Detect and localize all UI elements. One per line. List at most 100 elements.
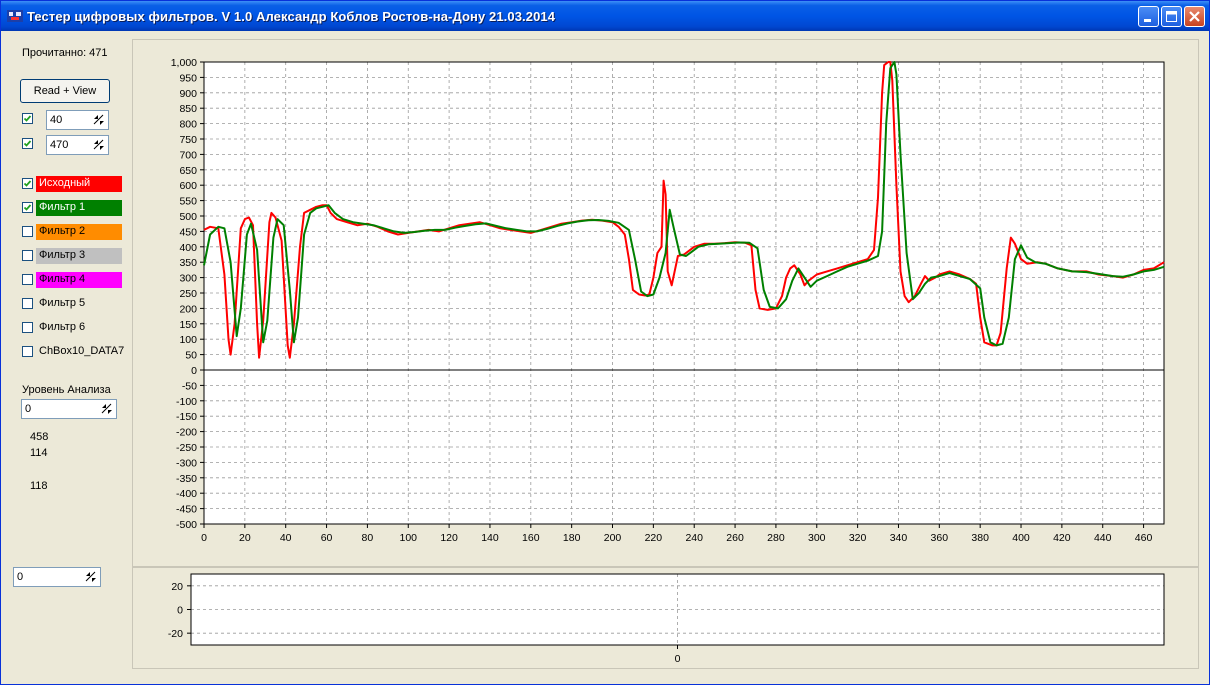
y-tick-label: 1,000 xyxy=(171,57,197,69)
x-tick-label: 0 xyxy=(201,532,207,544)
range-end-value: 470 xyxy=(50,139,69,151)
main-chart-panel: 0 20 40 60 80 100 120 140 160 180 200 220 240 260 280 3… xyxy=(132,39,1199,567)
plot-border xyxy=(203,61,1165,525)
range-end-checkbox[interactable] xyxy=(22,138,33,149)
y-tick-label: -350 xyxy=(176,473,197,485)
filter-checkbox[interactable] xyxy=(22,250,33,261)
x-tick-label: 320 xyxy=(849,532,867,544)
x-tick-label: 460 xyxy=(1135,532,1153,544)
x-tick-label: 400 xyxy=(1012,532,1030,544)
x-tick-label: 100 xyxy=(399,532,417,544)
read-view-button[interactable]: Read + View xyxy=(20,79,110,103)
y-tick-label: 400 xyxy=(179,242,197,254)
filter-checkbox[interactable] xyxy=(22,226,33,237)
filter-color-swatch xyxy=(36,272,122,288)
maximize-button[interactable] xyxy=(1161,6,1182,27)
filter-checkbox[interactable] xyxy=(22,346,33,357)
x-tick-label: 140 xyxy=(481,532,499,544)
filter-label: Фильтр 1 xyxy=(39,201,86,213)
bottom-spinner[interactable]: 0 xyxy=(13,567,101,587)
filter-row-5[interactable]: Фильтр 4 xyxy=(22,272,122,288)
y-tick-label: 700 xyxy=(179,149,197,161)
y-tick-label: 500 xyxy=(179,211,197,223)
close-icon xyxy=(1189,11,1200,22)
x-tick-label: 20 xyxy=(239,532,251,544)
y-tick-label: -300 xyxy=(176,457,197,469)
y-tick-label: 350 xyxy=(179,257,197,269)
title-bar[interactable]: Тестер цифровых фильтров. V 1.0 Александ… xyxy=(1,1,1209,31)
x-tick-label: 200 xyxy=(604,532,622,544)
x-tick-label: 240 xyxy=(685,532,703,544)
filter-label: ChBox10_DATA7 xyxy=(39,345,125,357)
filter-checkbox[interactable] xyxy=(22,202,33,213)
main-chart[interactable]: 0 20 40 60 80 100 120 140 160 180 200 220 240 260 280 3… xyxy=(133,40,1198,566)
x-tick-label: 160 xyxy=(522,532,540,544)
spin-arrows-icon[interactable] xyxy=(91,112,107,128)
x-tick-label: 280 xyxy=(767,532,785,544)
filter-row-1[interactable]: Исходный xyxy=(22,176,122,192)
spin-arrows-icon[interactable] xyxy=(83,569,99,585)
y-tick-label: 650 xyxy=(179,165,197,177)
stat-value-2: 114 xyxy=(30,447,48,459)
y-tick-label: 150 xyxy=(179,319,197,331)
checkmark-icon xyxy=(23,115,32,122)
stat-value-1: 458 xyxy=(30,431,49,443)
x-tick-label: 180 xyxy=(563,532,581,544)
minimize-icon xyxy=(1144,19,1151,22)
y-tick-label: 600 xyxy=(179,180,197,192)
filter-checkbox[interactable] xyxy=(22,298,33,309)
x-tick-label: 80 xyxy=(362,532,374,544)
range-end-spinner[interactable]: 470 xyxy=(46,135,109,155)
y-tick-label: -500 xyxy=(176,519,197,531)
mini-chart-panel: 20 0 -20 0 xyxy=(132,567,1199,669)
filter-checkbox[interactable] xyxy=(22,274,33,285)
x-tick-label: 220 xyxy=(645,532,663,544)
analysis-level-label: Уровень Анализа xyxy=(22,384,111,396)
filter-color-swatch xyxy=(36,224,122,240)
filter-color-swatch xyxy=(36,248,122,264)
mini-x-tick-label: 0 xyxy=(675,653,681,665)
y-tick-label: 800 xyxy=(179,119,197,131)
y-tick-label: -150 xyxy=(176,411,197,423)
y-tick-label: 50 xyxy=(185,350,197,362)
filter-label: Фильтр 2 xyxy=(39,225,86,237)
range-start-checkbox[interactable] xyxy=(22,113,33,124)
filter-label: Фильтр 6 xyxy=(39,321,86,333)
x-tick-label: 340 xyxy=(890,532,908,544)
y-tick-label: 0 xyxy=(191,365,197,377)
y-tick-label: 200 xyxy=(179,303,197,315)
mini-chart[interactable]: 20 0 -20 0 xyxy=(133,568,1198,668)
minimize-button[interactable] xyxy=(1138,6,1159,27)
filter-row-8[interactable]: ChBox10_DATA7 xyxy=(22,344,124,360)
filter-row-3[interactable]: Фильтр 2 xyxy=(22,224,122,240)
series-line-filter-1 xyxy=(203,61,1165,347)
y-tick-label: 100 xyxy=(179,334,197,346)
filter-label: Исходный xyxy=(39,177,91,189)
filter-checkbox[interactable] xyxy=(22,322,33,333)
spin-arrows-icon[interactable] xyxy=(91,137,107,153)
y-tick-label: 250 xyxy=(179,288,197,300)
checkmark-icon xyxy=(23,140,32,147)
close-button[interactable] xyxy=(1184,6,1205,27)
y-tick-label: 450 xyxy=(179,226,197,238)
range-start-spinner[interactable]: 40 xyxy=(46,110,109,130)
checkmark-icon xyxy=(23,180,32,187)
y-tick-label: 300 xyxy=(179,273,197,285)
filter-row-7[interactable]: Фильтр 6 xyxy=(22,320,102,336)
analysis-level-spinner[interactable]: 0 xyxy=(21,399,117,419)
filter-row-6[interactable]: Фильтр 5 xyxy=(22,296,102,312)
x-tick-label: 120 xyxy=(440,532,458,544)
mini-y-tick-label: 20 xyxy=(171,581,183,593)
range-start-value: 40 xyxy=(50,114,63,126)
x-tick-label: 300 xyxy=(808,532,826,544)
x-tick-label: 60 xyxy=(321,532,333,544)
filter-checkbox[interactable] xyxy=(22,178,33,189)
spin-arrows-icon[interactable] xyxy=(99,401,115,417)
x-tick-label: 260 xyxy=(726,532,744,544)
filter-label: Фильтр 4 xyxy=(39,273,86,285)
filter-label: Фильтр 5 xyxy=(39,297,86,309)
filter-color-swatch xyxy=(36,200,122,216)
filter-row-4[interactable]: Фильтр 3 xyxy=(22,248,122,264)
filter-color-swatch xyxy=(36,176,122,192)
filter-row-2[interactable]: Фильтр 1 xyxy=(22,200,122,216)
